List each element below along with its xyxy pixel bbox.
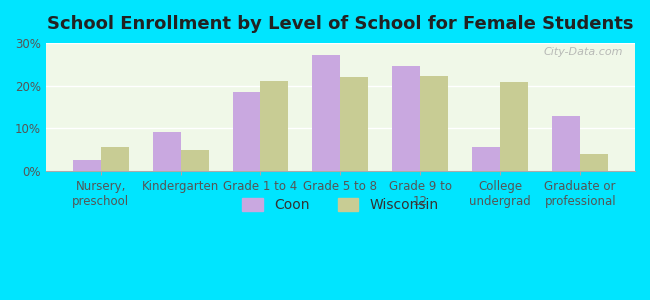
Legend: Coon, Wisconsin: Coon, Wisconsin xyxy=(237,193,444,218)
Bar xyxy=(341,77,369,171)
Bar xyxy=(500,82,528,171)
Bar xyxy=(552,116,580,171)
Bar xyxy=(153,132,181,171)
Bar xyxy=(73,160,101,171)
Bar xyxy=(313,55,341,171)
Bar xyxy=(393,66,421,171)
Bar xyxy=(261,81,289,171)
Bar xyxy=(101,148,129,171)
Bar xyxy=(473,148,501,171)
Text: City-Data.com: City-Data.com xyxy=(543,47,623,57)
Bar xyxy=(181,150,209,171)
Bar xyxy=(233,92,261,171)
Bar xyxy=(421,76,448,171)
Title: School Enrollment by Level of School for Female Students: School Enrollment by Level of School for… xyxy=(47,15,634,33)
Bar xyxy=(580,154,608,171)
